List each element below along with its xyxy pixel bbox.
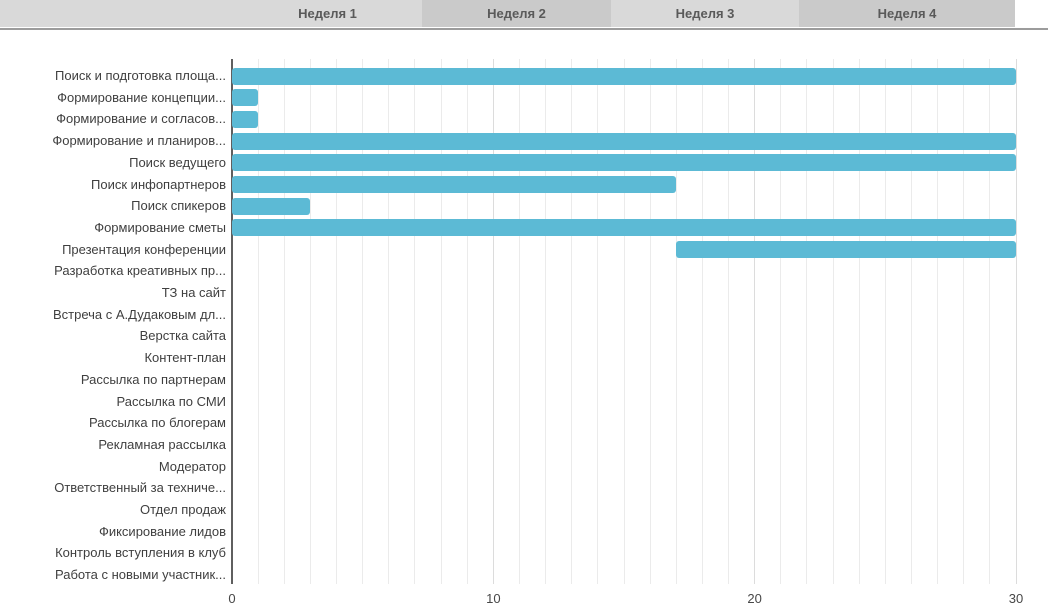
gridline xyxy=(623,59,625,584)
gridline xyxy=(884,59,886,584)
task-label: Поиск ведущего xyxy=(129,155,226,170)
task-label: Рассылка по партнерам xyxy=(80,372,226,387)
task-label: Формирование концепции... xyxy=(57,90,226,105)
gridline xyxy=(257,59,259,584)
task-bar xyxy=(232,176,677,193)
task-label: Поиск спикеров xyxy=(131,198,226,213)
task-label: Контент-план xyxy=(144,350,226,365)
gridline xyxy=(597,59,599,584)
task-bar xyxy=(232,68,1016,85)
task-bar xyxy=(232,154,1016,171)
task-bar xyxy=(232,133,1016,150)
gridline xyxy=(518,59,520,584)
week-header-4: Неделя 4 xyxy=(799,0,1015,27)
gridline xyxy=(858,59,860,584)
task-bar xyxy=(232,111,259,128)
task-bar xyxy=(232,89,259,106)
task-label: Формирование и согласов... xyxy=(56,111,226,126)
week-header-1-label: Неделя 1 xyxy=(298,6,357,21)
week-header-3-label: Неделя 3 xyxy=(675,6,735,21)
gridline xyxy=(910,59,912,584)
gridline xyxy=(545,59,547,584)
task-label: Работа с новыми участник... xyxy=(54,567,226,582)
week-header-2: Неделя 2 xyxy=(422,0,611,27)
gridline xyxy=(336,59,338,584)
week-header-filler xyxy=(0,0,233,27)
gridline xyxy=(571,59,573,584)
x-tick-label: 20 xyxy=(747,591,762,606)
task-bar xyxy=(232,219,1016,236)
header-divider xyxy=(0,28,1048,30)
gridline xyxy=(440,59,442,584)
week-header-4-label: Неделя 4 xyxy=(877,6,937,21)
gridline xyxy=(283,59,285,584)
task-label: Поиск инфопартнеров xyxy=(91,177,226,192)
gridline xyxy=(701,59,703,584)
gridline xyxy=(989,59,991,584)
task-label: Презентация конференции xyxy=(62,242,226,257)
gridline xyxy=(388,59,390,584)
task-label: Рекламная рассылка xyxy=(98,437,226,452)
gridline xyxy=(309,59,311,584)
task-bar xyxy=(232,198,311,215)
week-header-3: Неделя 3 xyxy=(611,0,799,27)
x-tick-label: 10 xyxy=(486,591,501,606)
x-tick-label: 0 xyxy=(228,591,236,606)
x-tick-label: 30 xyxy=(1008,591,1024,606)
task-label: Отдел продаж xyxy=(140,502,226,517)
task-label: Встреча с А.Дудаковым дл... xyxy=(52,307,226,322)
gridline xyxy=(492,59,494,584)
task-label: Разработка креативных пр... xyxy=(54,263,226,278)
gridline xyxy=(414,59,416,584)
gridline xyxy=(675,59,677,584)
week-header-2-label: Неделя 2 xyxy=(487,6,546,21)
gridline xyxy=(1015,59,1017,584)
gridline xyxy=(362,59,364,584)
y-axis-line xyxy=(231,59,233,584)
gridline xyxy=(466,59,468,584)
task-label: Контроль вступления в клуб xyxy=(55,545,226,560)
task-label: Фиксирование лидов xyxy=(98,524,226,539)
task-label: Формирование сметы xyxy=(94,220,226,235)
gridline xyxy=(937,59,939,584)
task-label: Ответственный за техниче... xyxy=(54,480,226,495)
gridline xyxy=(754,59,756,584)
task-label: Поиск и подготовка площа... xyxy=(55,68,226,83)
task-label: Рассылка по СМИ xyxy=(116,394,226,409)
task-label: ТЗ на сайт xyxy=(161,285,226,300)
gridline xyxy=(728,59,730,584)
task-label: Формирование и планиров... xyxy=(52,133,226,148)
gridline xyxy=(780,59,782,584)
gridline xyxy=(806,59,808,584)
task-label: Верстка сайта xyxy=(139,328,226,343)
gridline xyxy=(963,59,965,584)
task-label: Модератор xyxy=(158,459,226,474)
gridline xyxy=(832,59,834,584)
week-header-1: Неделя 1 xyxy=(233,0,422,27)
task-bar xyxy=(676,241,1016,258)
task-label: Рассылка по блогерам xyxy=(88,415,226,430)
week-header-band: Неделя 1 Неделя 2 Неделя 3 Неделя 4 xyxy=(0,0,1015,27)
gridline xyxy=(649,59,651,584)
